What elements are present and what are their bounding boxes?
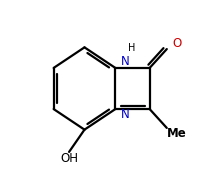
Text: O: O: [173, 37, 182, 50]
Text: H: H: [128, 43, 136, 53]
Text: OH: OH: [60, 152, 78, 165]
Text: N: N: [120, 108, 129, 121]
Text: N: N: [120, 55, 129, 68]
Text: Me: Me: [167, 127, 187, 140]
